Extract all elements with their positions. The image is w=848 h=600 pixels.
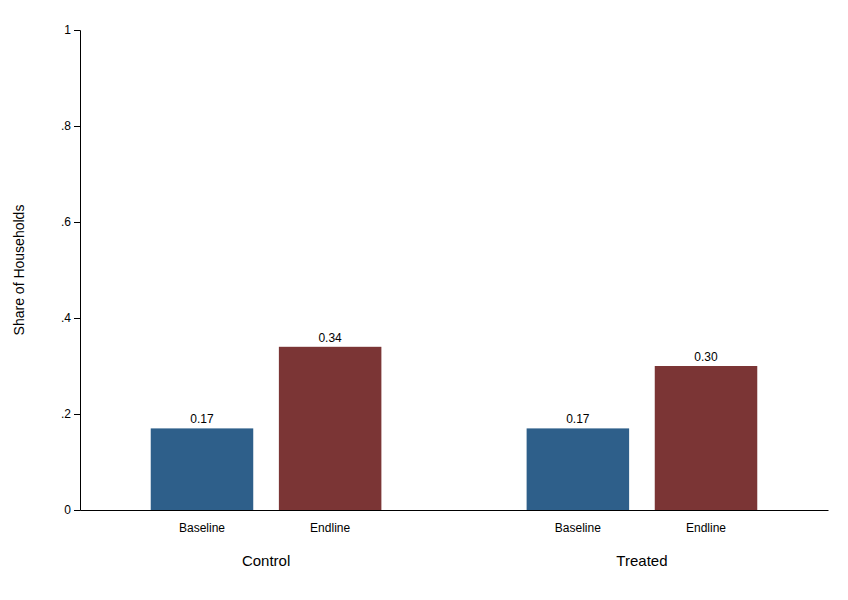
group-label: Treated [616,552,667,569]
y-axis: 0 .2 .4 .6 .8 1 [61,23,81,517]
data-labels: 0.17 0.17 0.34 0.30 [190,331,718,427]
y-tick: 1 [64,23,80,37]
y-tick-mark [74,126,80,127]
y-tick-label: .8 [61,119,71,133]
bar-label: Baseline [555,521,601,535]
y-tick-label: .2 [61,407,71,421]
bars [151,347,758,510]
y-tick: .4 [61,311,80,325]
bar [527,428,630,510]
group-labels: Control Treated [242,552,668,569]
y-tick: .8 [61,119,80,133]
bar-label: Endline [310,521,350,535]
data-label: 0.17 [190,412,214,426]
y-tick: .2 [61,407,80,421]
plot: 0.17 0.17 0.34 0.30 0 .2 .4 .6 .8 1 Baseline Endlin… [61,23,829,569]
y-tick-label: 0 [64,503,71,517]
y-tick-mark [74,510,80,511]
bar-label: Baseline [179,521,225,535]
data-label: 0.30 [694,350,718,364]
y-tick-mark [74,222,80,223]
y-tick: 0 [64,503,80,517]
x-axis [81,510,829,511]
group-label: Control [242,552,290,569]
x-axis-line [81,510,829,511]
chart: 0.17 0.17 0.34 0.30 0 .2 .4 .6 .8 1 Baseline Endlin… [0,0,848,600]
y-tick-mark [74,318,80,319]
y-axis-title: Share of Households [11,205,27,336]
bar [655,366,758,510]
y-tick-mark [74,30,80,31]
y-tick: .6 [61,215,80,229]
y-tick-label: .4 [61,311,71,325]
bar [279,347,382,510]
y-tick-label: .6 [61,215,71,229]
y-tick-mark [74,414,80,415]
bar-labels: Baseline Endline Baseline Endline [179,521,726,535]
bar-label: Endline [686,521,726,535]
bar [151,428,254,510]
data-label: 0.34 [318,331,342,345]
y-tick-label: 1 [64,23,71,37]
y-axis-line [74,31,81,511]
data-label: 0.17 [566,412,590,426]
